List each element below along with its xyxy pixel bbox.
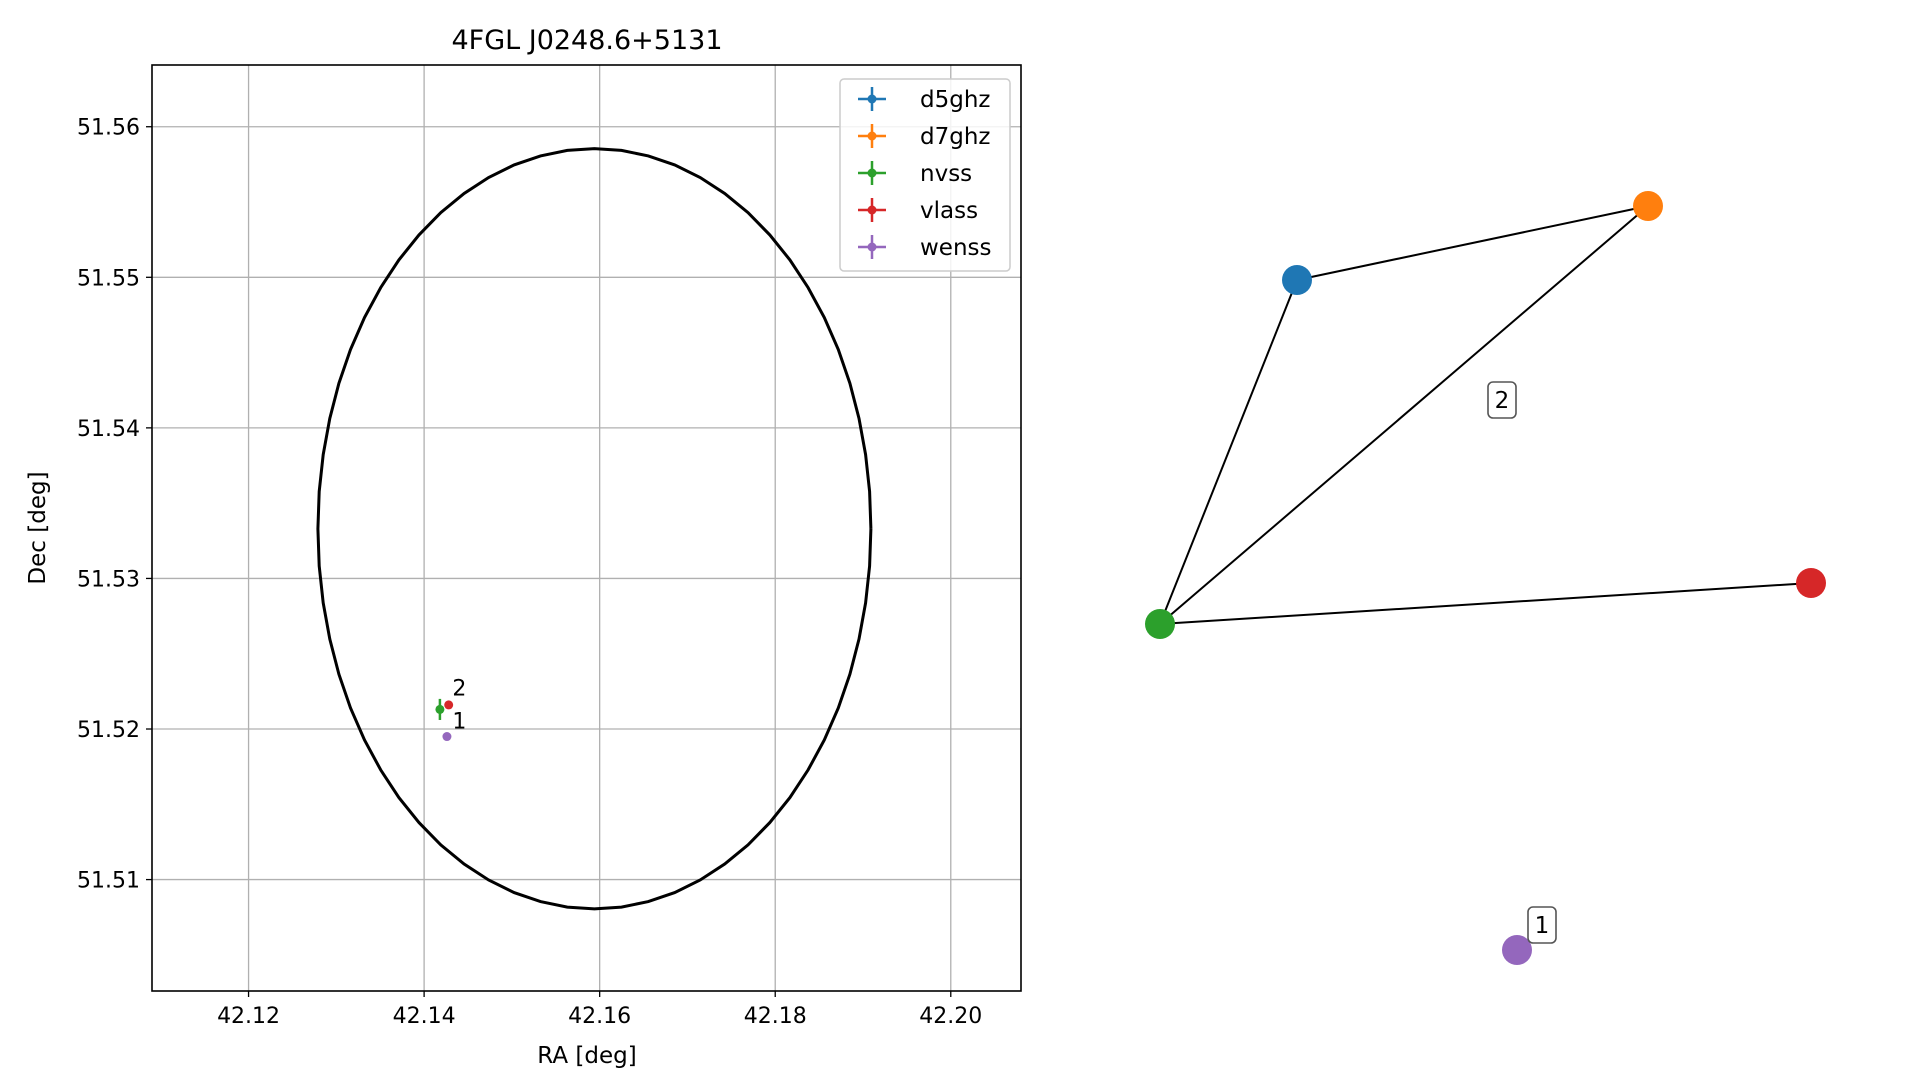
legend-item-d5ghz: d5ghz bbox=[858, 87, 990, 113]
node-nvss bbox=[1145, 609, 1175, 639]
graph-edges bbox=[1159, 205, 1812, 625]
edge-d5ghz-d7ghz bbox=[1296, 205, 1649, 281]
y-axis-ticks: 51.51 51.52 51.53 51.54 51.55 51.56 bbox=[77, 116, 152, 894]
legend: d5ghz d7ghz nvss vlass wenss bbox=[839, 78, 1011, 272]
point-annotations: 2 1 bbox=[452, 676, 466, 734]
group-label-text: 2 bbox=[1495, 388, 1510, 414]
x-tick-label: 42.14 bbox=[393, 1004, 456, 1029]
x-tick-label: 42.18 bbox=[744, 1004, 807, 1029]
legend-marker bbox=[858, 235, 886, 259]
chart-title: 4FGL J0248.6+5131 bbox=[451, 25, 722, 56]
x-tick: 42.18 bbox=[744, 991, 807, 1029]
graph-nodes bbox=[1145, 191, 1826, 965]
y-tick: 51.51 bbox=[77, 869, 152, 894]
edge-d5ghz-nvss bbox=[1159, 279, 1298, 625]
x-axis-label: RA [deg] bbox=[537, 1043, 636, 1069]
x-tick-label: 42.20 bbox=[919, 1004, 982, 1029]
y-tick: 51.55 bbox=[77, 266, 152, 291]
plot-frame bbox=[151, 64, 1022, 992]
edge-d7ghz-nvss bbox=[1159, 205, 1649, 625]
x-tick-label: 42.12 bbox=[217, 1004, 280, 1029]
legend-item-d7ghz: d7ghz bbox=[858, 124, 990, 150]
legend-marker-dot bbox=[867, 168, 877, 178]
legend-label: d5ghz bbox=[920, 87, 990, 113]
y-tick-label: 51.56 bbox=[77, 116, 140, 141]
x-tick: 42.14 bbox=[393, 991, 456, 1029]
group-label-2: 2 bbox=[1487, 381, 1517, 419]
y-tick-label: 51.53 bbox=[77, 567, 140, 592]
legend-label: nvss bbox=[920, 161, 972, 187]
nvss-point bbox=[435, 704, 445, 714]
legend-item-vlass: vlass bbox=[858, 198, 978, 224]
legend-marker-dot bbox=[867, 94, 877, 104]
legend-item-wenss: wenss bbox=[858, 235, 992, 261]
legend-label: wenss bbox=[920, 235, 992, 261]
legend-marker bbox=[858, 161, 886, 185]
y-tick-label: 51.55 bbox=[77, 266, 140, 291]
edge-nvss-vlass bbox=[1159, 582, 1812, 625]
association-graph-panel: 2 1 bbox=[1145, 191, 1826, 965]
x-axis-ticks: 42.12 42.14 42.16 42.18 42.20 bbox=[217, 991, 982, 1029]
vlass-point bbox=[444, 700, 454, 710]
node-d5ghz bbox=[1282, 265, 1312, 295]
legend-marker bbox=[858, 198, 886, 222]
legend-marker-dot bbox=[867, 242, 877, 252]
ellipse-layer bbox=[316, 147, 873, 911]
node-d7ghz bbox=[1633, 191, 1663, 221]
y-tick: 51.53 bbox=[77, 567, 152, 592]
y-axis-label: Dec [deg] bbox=[25, 471, 51, 584]
data-points bbox=[435, 698, 454, 742]
wenss-point bbox=[442, 732, 452, 742]
y-tick-label: 51.54 bbox=[77, 417, 140, 442]
legend-label: vlass bbox=[920, 198, 978, 224]
annotation-2: 2 bbox=[452, 676, 466, 701]
legend-marker bbox=[858, 124, 886, 148]
node-vlass bbox=[1796, 568, 1826, 598]
legend-marker bbox=[858, 87, 886, 111]
annotation-1: 1 bbox=[452, 710, 466, 735]
sky-plot-panel: 2 1 42.12 42.14 42.16 42.18 42.20 51.51 … bbox=[25, 25, 1022, 1069]
legend-frame bbox=[839, 78, 1011, 272]
legend-item-nvss: nvss bbox=[858, 161, 972, 187]
y-tick: 51.52 bbox=[77, 718, 152, 743]
y-tick: 51.54 bbox=[77, 417, 152, 442]
group-label-text: 1 bbox=[1535, 913, 1550, 939]
legend-label: d7ghz bbox=[920, 124, 990, 150]
node-wenss bbox=[1502, 935, 1532, 965]
x-tick-label: 42.16 bbox=[568, 1004, 631, 1029]
y-tick: 51.56 bbox=[77, 116, 152, 141]
group-label-box bbox=[1527, 906, 1557, 944]
x-tick: 42.20 bbox=[919, 991, 982, 1029]
x-tick: 42.16 bbox=[568, 991, 631, 1029]
error-ellipse bbox=[316, 147, 873, 911]
y-tick-label: 51.52 bbox=[77, 718, 140, 743]
x-tick: 42.12 bbox=[217, 991, 280, 1029]
group-label-box bbox=[1487, 381, 1517, 419]
group-label-1: 1 bbox=[1527, 906, 1557, 944]
y-tick-label: 51.51 bbox=[77, 869, 140, 894]
legend-marker-dot bbox=[867, 131, 877, 141]
legend-marker-dot bbox=[867, 205, 877, 215]
